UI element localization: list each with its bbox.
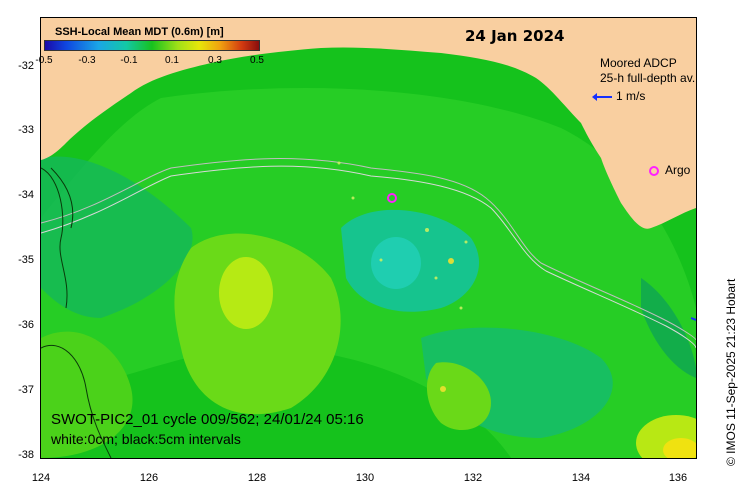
adcp-title-line1: Moored ADCP xyxy=(600,56,677,70)
contour-black-west xyxy=(41,167,112,458)
ssh-patch-se-green xyxy=(426,362,491,431)
ssh-map xyxy=(41,18,696,458)
colorbar-tick: -0.5 xyxy=(35,55,53,66)
y-tick-label: -33 xyxy=(18,124,34,136)
colorbar-tick: -0.3 xyxy=(78,55,96,66)
contour-info: white:0cm; black:5cm intervals xyxy=(51,431,241,447)
swot-info: SWOT-PIC2_01 cycle 009/562; 24/01/24 05:… xyxy=(51,411,364,428)
x-tick-label: 130 xyxy=(355,472,375,484)
land-mass xyxy=(41,18,696,229)
x-tick-label: 136 xyxy=(668,472,688,484)
colorbar xyxy=(44,40,260,51)
x-tick-label: 134 xyxy=(571,472,591,484)
y-tick-label: -36 xyxy=(18,319,34,331)
map-panel xyxy=(40,17,697,459)
colorbar-tick: 0.3 xyxy=(208,55,222,66)
adcp-title-line2: 25-h full-depth av. xyxy=(600,71,696,85)
ssh-patch-se-core xyxy=(663,438,696,458)
ssh-patch-teal-core xyxy=(371,237,421,289)
argo-legend: Argo xyxy=(649,163,690,177)
x-tick-label: 124 xyxy=(31,472,51,484)
date-title: 24 Jan 2024 xyxy=(465,27,565,45)
x-tick-label: 132 xyxy=(463,472,483,484)
x-tick-label: 128 xyxy=(247,472,267,484)
y-tick-label: -34 xyxy=(18,189,34,201)
y-tick-label: -35 xyxy=(18,254,34,266)
ssh-patch-east xyxy=(641,278,696,378)
colorbar-tick: 0.5 xyxy=(250,55,264,66)
argo-marker-icon xyxy=(649,165,659,176)
adcp-scale: 1 m/s xyxy=(592,89,646,103)
argo-float xyxy=(387,193,397,203)
y-tick-label: -32 xyxy=(18,60,34,72)
colorbar-title: SSH-Local Mean MDT (0.6m) [m] xyxy=(55,26,224,38)
y-tick-label: -37 xyxy=(18,384,34,396)
colorbar-tick: 0.1 xyxy=(165,55,179,66)
contour-shelf-break-2 xyxy=(41,165,696,349)
adcp-vector xyxy=(690,317,696,321)
ssh-patch-yellow-core xyxy=(219,257,273,329)
y-tick-label: -38 xyxy=(18,449,34,461)
argo-label: Argo xyxy=(665,163,691,177)
adcp-legend: Moored ADCP 25-h full-depth av. xyxy=(600,56,695,86)
swot-data-dots xyxy=(337,161,468,392)
adcp-scale-label: 1 m/s xyxy=(616,89,646,103)
colorbar-tick: -0.1 xyxy=(120,55,138,66)
x-tick-label: 126 xyxy=(139,472,159,484)
ssh-patch-teal-west xyxy=(41,156,193,318)
credit-text: © IMOS 11-Sep-2025 21:23 Hobart xyxy=(724,278,738,466)
contour-shelf-break xyxy=(41,158,696,341)
arrow-icon xyxy=(592,92,612,101)
